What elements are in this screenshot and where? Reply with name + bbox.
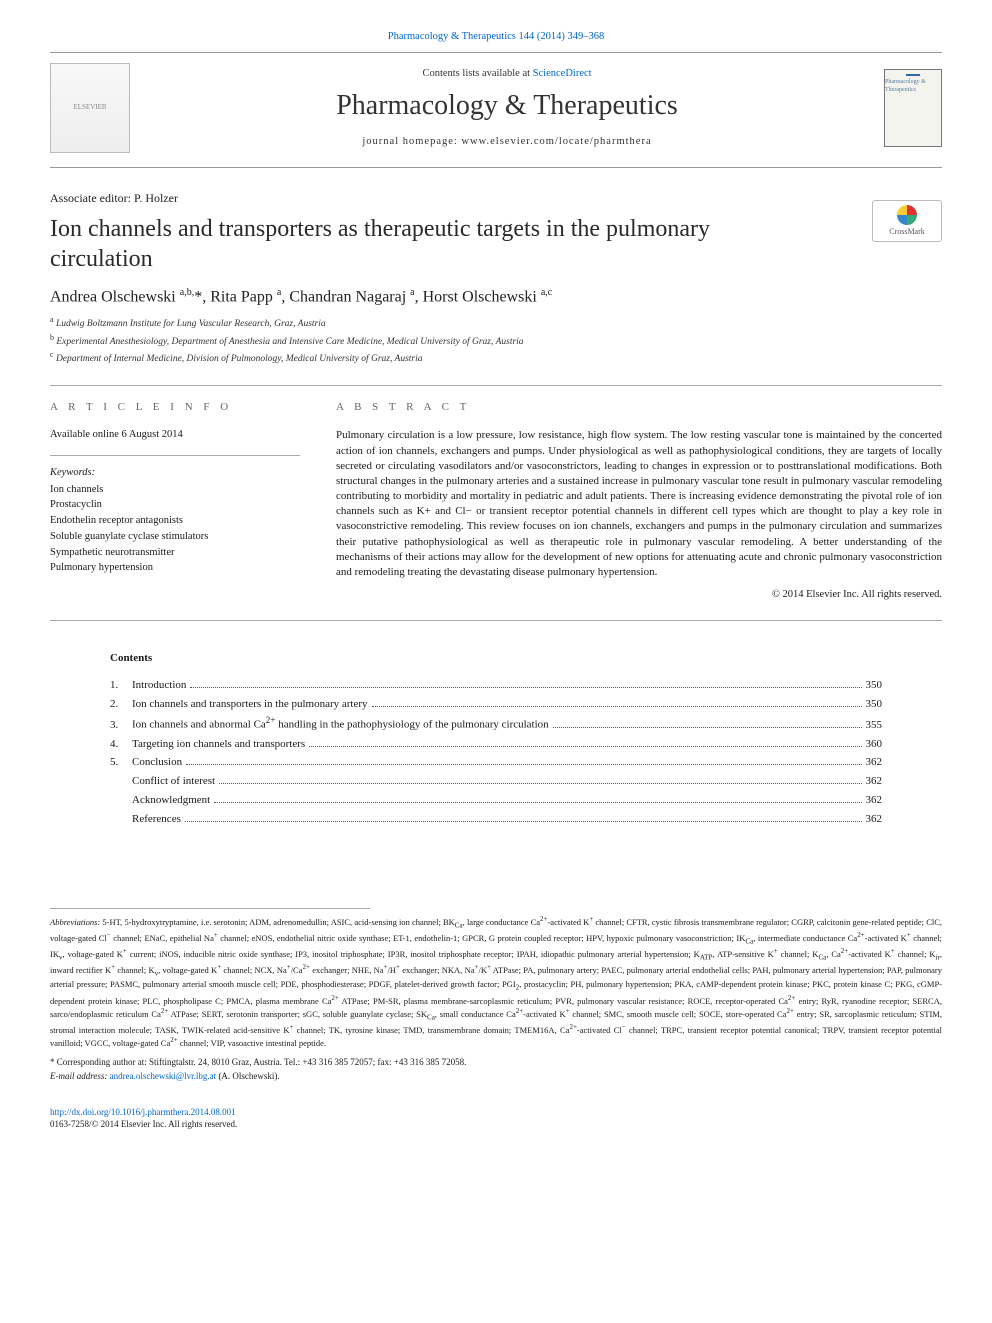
journal-name: Pharmacology & Therapeutics <box>148 87 866 125</box>
email-line: E-mail address: andrea.olschewski@lvr.lb… <box>50 1070 942 1082</box>
associate-editor: Associate editor: P. Holzer <box>50 190 942 206</box>
abstract-text: Pulmonary circulation is a low pressure,… <box>336 428 942 580</box>
toc-page: 350 <box>866 676 883 695</box>
article-info-label: A R T I C L E I N F O <box>50 400 300 415</box>
toc-title: Conclusion <box>132 753 182 772</box>
toc-page: 360 <box>866 735 883 754</box>
journal-citation-link[interactable]: Pharmacology & Therapeutics 144 (2014) 3… <box>50 30 942 44</box>
abstract-col: A B S T R A C T Pulmonary circulation is… <box>336 400 942 603</box>
abbrev-label: Abbreviations: <box>50 917 100 927</box>
toc-dots <box>553 727 862 728</box>
crossmark-badge[interactable]: CrossMark <box>872 200 942 242</box>
toc-title: Ion channels and transporters in the pul… <box>132 695 368 714</box>
journal-cover-thumb: Pharmacology & Therapeutics <box>884 69 942 147</box>
toc-page: 362 <box>866 791 883 810</box>
toc-page: 350 <box>866 695 883 714</box>
keyword: Prostacyclin <box>50 497 300 513</box>
toc-row: 1.Introduction 350 <box>110 676 882 695</box>
toc-num: 4. <box>110 735 132 754</box>
toc-row: 2.Ion channels and transporters in the p… <box>110 695 882 714</box>
toc-page: 362 <box>866 753 883 772</box>
toc-row: 4.Targeting ion channels and transporter… <box>110 735 882 754</box>
keyword: Ion channels <box>50 482 300 498</box>
available-online: Available online 6 August 2014 <box>50 428 300 455</box>
toc-page: 362 <box>866 810 883 829</box>
journal-header: ELSEVIER Contents lists available at Sci… <box>50 52 942 168</box>
abstract-copyright: © 2014 Elsevier Inc. All rights reserved… <box>336 588 942 602</box>
section-divider <box>50 385 942 386</box>
contents-section: Contents 1.Introduction3502.Ion channels… <box>110 651 882 828</box>
toc-num: 2. <box>110 695 132 714</box>
toc-title: Ion channels and abnormal Ca2+ handling … <box>132 713 549 734</box>
toc-dots <box>219 783 861 784</box>
abbrev-body: 5-HT, 5-hydroxytryptamine, i.e. serotoni… <box>50 917 942 1048</box>
email-suffix: (A. Olschewski). <box>216 1071 280 1081</box>
toc-dots <box>190 687 861 688</box>
doi-block: http://dx.doi.org/10.1016/j.pharmthera.2… <box>50 1106 942 1130</box>
crossmark-label: CrossMark <box>889 227 925 238</box>
keyword: Soluble guanylate cyclase stimulators <box>50 529 300 545</box>
contents-available: Contents lists available at ScienceDirec… <box>148 67 866 81</box>
email-label: E-mail address: <box>50 1071 110 1081</box>
toc-row: Conflict of interest 362 <box>110 772 882 791</box>
title-block: CrossMark Associate editor: P. Holzer Io… <box>50 190 942 366</box>
toc-title: Targeting ion channels and transporters <box>132 735 305 754</box>
toc-title: Conflict of interest <box>132 772 215 791</box>
article-info-col: A R T I C L E I N F O Available online 6… <box>50 400 300 603</box>
thumb-label: Pharmacology & Therapeutics <box>885 78 941 94</box>
toc-num: 5. <box>110 753 132 772</box>
issn-copyright: 0163-7258/© 2014 Elsevier Inc. All right… <box>50 1118 942 1130</box>
keyword: Sympathetic neurotransmitter <box>50 545 300 561</box>
toc-dots <box>372 706 862 707</box>
toc-row: Acknowledgment 362 <box>110 791 882 810</box>
section-divider <box>50 620 942 621</box>
keywords-label: Keywords: <box>50 466 300 480</box>
authors: Andrea Olschewski a,b,*, Rita Papp a, Ch… <box>50 286 942 308</box>
affiliation: c Department of Internal Medicine, Divis… <box>50 349 942 366</box>
table-of-contents: 1.Introduction3502.Ion channels and tran… <box>110 676 882 828</box>
affiliation: b Experimental Anesthesiology, Departmen… <box>50 332 942 349</box>
contents-available-prefix: Contents lists available at <box>422 68 532 79</box>
crossmark-icon <box>897 205 917 225</box>
article-title: Ion channels and transporters as therape… <box>50 214 810 274</box>
abbreviations-block: Abbreviations: 5-HT, 5-hydroxytryptamine… <box>50 908 942 1082</box>
keyword: Endothelin receptor antagonists <box>50 513 300 529</box>
toc-num: 3. <box>110 716 132 735</box>
footnote-divider <box>50 908 370 909</box>
journal-homepage: journal homepage: www.elsevier.com/locat… <box>148 135 866 149</box>
affiliation: a Ludwig Boltzmann Institute for Lung Va… <box>50 314 942 331</box>
corresponding-author: * Corresponding author at: Stiftingtalst… <box>50 1056 942 1068</box>
toc-num: 1. <box>110 676 132 695</box>
toc-dots <box>185 821 862 822</box>
header-middle: Contents lists available at ScienceDirec… <box>148 67 866 149</box>
toc-dots <box>186 764 861 765</box>
toc-title: Introduction <box>132 676 186 695</box>
toc-page: 362 <box>866 772 883 791</box>
toc-row: 3.Ion channels and abnormal Ca2+ handlin… <box>110 713 882 734</box>
affiliations: a Ludwig Boltzmann Institute for Lung Va… <box>50 314 942 366</box>
keywords-list: Ion channelsProstacyclinEndothelin recep… <box>50 482 300 577</box>
toc-row: References 362 <box>110 810 882 829</box>
keyword: Pulmonary hypertension <box>50 560 300 576</box>
email-link[interactable]: andrea.olschewski@lvr.lbg.at <box>110 1071 217 1081</box>
info-abstract-row: A R T I C L E I N F O Available online 6… <box>50 400 942 603</box>
toc-title: References <box>132 810 181 829</box>
toc-dots <box>309 746 861 747</box>
toc-row: 5.Conclusion 362 <box>110 753 882 772</box>
toc-title: Acknowledgment <box>132 791 210 810</box>
contents-label: Contents <box>110 651 882 666</box>
elsevier-logo: ELSEVIER <box>50 63 130 153</box>
abstract-label: A B S T R A C T <box>336 400 942 415</box>
toc-page: 355 <box>866 716 883 735</box>
doi-link[interactable]: http://dx.doi.org/10.1016/j.pharmthera.2… <box>50 1107 236 1117</box>
toc-dots <box>214 802 861 803</box>
sciencedirect-link[interactable]: ScienceDirect <box>533 68 592 79</box>
